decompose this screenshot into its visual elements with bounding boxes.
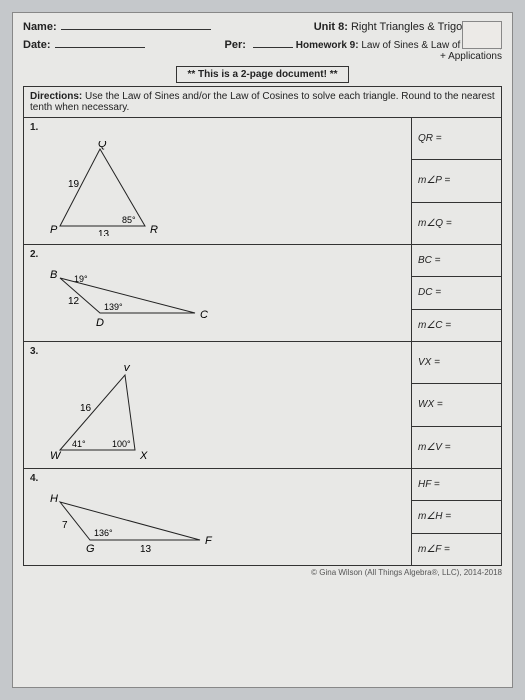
corner-box — [462, 21, 502, 49]
directions-box: Directions: Use the Law of Sines and/or … — [23, 86, 502, 118]
svg-text:100°: 100° — [112, 439, 131, 449]
svg-text:X: X — [139, 450, 148, 460]
problem-row: 4. H G F 7 13 136° HF =m∠H =m∠F = — [24, 469, 501, 565]
header-date-row: Date: Per: Homework 9: Law of Sines & La… — [23, 39, 502, 62]
answer-cell: m∠Q = — [412, 203, 501, 244]
banner: ** This is a 2-page document! ** — [23, 68, 502, 80]
triangle-cell: 1. P Q R 19 13 85° — [24, 118, 411, 244]
svg-text:19°: 19° — [74, 274, 88, 284]
triangle-diagram: W V X 16 41° 100° — [50, 365, 170, 460]
footer-copyright: © Gina Wilson (All Things Algebra®, LLC)… — [23, 568, 502, 577]
answer-cell: m∠F = — [412, 534, 501, 565]
unit-label: Unit 8: — [314, 21, 348, 33]
directions-label: Directions: — [30, 91, 82, 102]
svg-text:12: 12 — [68, 296, 80, 307]
svg-text:F: F — [205, 535, 213, 547]
svg-text:139°: 139° — [104, 302, 123, 312]
banner-text: ** This is a 2-page document! ** — [176, 66, 348, 83]
answer-cell: VX = — [412, 342, 501, 384]
svg-text:B: B — [50, 269, 57, 281]
hw-label: Homework 9: — [296, 40, 359, 51]
answer-column: VX =WX =m∠V = — [411, 342, 501, 468]
svg-text:H: H — [50, 493, 58, 505]
svg-text:R: R — [150, 224, 158, 236]
svg-text:7: 7 — [62, 520, 68, 531]
triangle-cell: 3. W V X 16 41° 100° — [24, 342, 411, 468]
problems-grid: 1. P Q R 19 13 85° QR =m∠P =m∠Q = 2. B D C 12 19° 139°… — [23, 118, 502, 566]
triangle-diagram: B D C 12 19° 139° — [50, 268, 210, 333]
answer-cell: HF = — [412, 469, 501, 501]
header-name-row: Name: Unit 8: Right Triangles & Trigonom… — [23, 21, 502, 33]
answer-cell: BC = — [412, 245, 501, 277]
answer-cell: m∠C = — [412, 310, 501, 341]
problem-row: 1. P Q R 19 13 85° QR =m∠P =m∠Q = — [24, 118, 501, 245]
svg-text:W: W — [50, 450, 62, 460]
answer-cell: m∠H = — [412, 501, 501, 533]
svg-text:C: C — [200, 309, 208, 321]
directions-text: Use the Law of Sines and/or the Law of C… — [30, 91, 495, 113]
problem-number: 4. — [30, 473, 405, 484]
triangle-cell: 2. B D C 12 19° 139° — [24, 245, 411, 341]
answer-cell: m∠V = — [412, 427, 501, 468]
svg-text:16: 16 — [80, 403, 92, 414]
svg-text:41°: 41° — [72, 439, 86, 449]
name-label: Name: — [23, 21, 57, 33]
triangle-diagram: P Q R 19 13 85° — [50, 141, 170, 236]
per-blank[interactable] — [253, 47, 293, 48]
problem-number: 3. — [30, 346, 405, 357]
svg-text:Q: Q — [98, 141, 107, 150]
svg-text:G: G — [86, 543, 95, 555]
problem-number: 2. — [30, 249, 405, 260]
svg-text:V: V — [123, 365, 132, 374]
problem-row: 2. B D C 12 19° 139° BC =DC =m∠C = — [24, 245, 501, 342]
svg-text:19: 19 — [68, 179, 80, 190]
per-group: Per: — [225, 39, 293, 51]
triangle-diagram: H G F 7 13 136° — [50, 492, 220, 557]
problem-number: 1. — [30, 122, 405, 133]
answer-cell: WX = — [412, 384, 501, 426]
svg-text:13: 13 — [140, 544, 152, 555]
problem-row: 3. W V X 16 41° 100° VX =WX =m∠V = — [24, 342, 501, 469]
triangle-cell: 4. H G F 7 13 136° — [24, 469, 411, 565]
answer-column: BC =DC =m∠C = — [411, 245, 501, 341]
svg-text:P: P — [50, 224, 58, 236]
answer-column: HF =m∠H =m∠F = — [411, 469, 501, 565]
answer-cell: DC = — [412, 277, 501, 309]
answer-column: QR =m∠P =m∠Q = — [411, 118, 501, 244]
date-label: Date: — [23, 39, 51, 51]
svg-text:136°: 136° — [94, 528, 113, 538]
date-blank[interactable] — [55, 47, 145, 48]
per-label: Per: — [225, 39, 246, 51]
worksheet-page: Name: Unit 8: Right Triangles & Trigonom… — [12, 12, 513, 688]
name-blank[interactable] — [61, 29, 211, 30]
svg-text:D: D — [96, 317, 104, 329]
answer-cell: QR = — [412, 118, 501, 160]
svg-text:13: 13 — [98, 229, 110, 236]
hw-text2: + Applications — [440, 51, 502, 62]
svg-text:85°: 85° — [122, 215, 136, 225]
answer-cell: m∠P = — [412, 160, 501, 202]
